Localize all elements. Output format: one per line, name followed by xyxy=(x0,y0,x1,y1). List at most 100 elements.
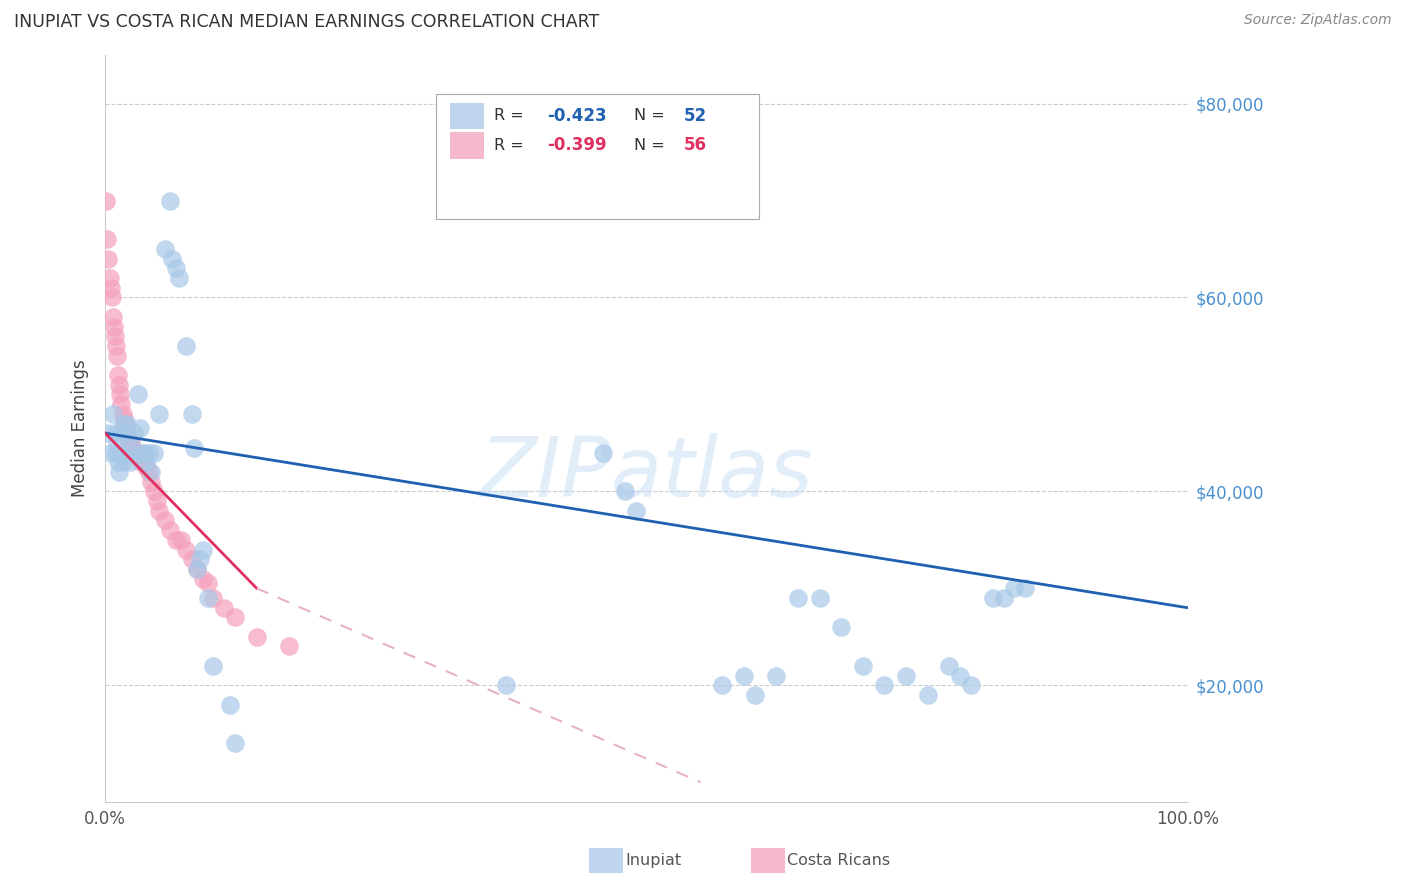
Point xyxy=(107,455,129,469)
Point xyxy=(118,436,141,450)
Point xyxy=(100,291,122,305)
Point xyxy=(186,562,208,576)
Point xyxy=(808,591,831,605)
Point xyxy=(97,426,120,441)
Point xyxy=(830,620,852,634)
Point xyxy=(103,319,125,334)
Point xyxy=(105,349,128,363)
Text: -0.423: -0.423 xyxy=(547,107,606,125)
Point xyxy=(202,591,225,605)
Text: R =: R = xyxy=(494,109,529,123)
Point xyxy=(495,678,517,692)
Point xyxy=(142,445,165,459)
Text: 56: 56 xyxy=(683,136,706,154)
Text: Inupiat: Inupiat xyxy=(626,854,682,868)
Point xyxy=(124,445,146,459)
Point xyxy=(115,417,138,431)
Point xyxy=(110,387,132,401)
Point xyxy=(122,445,145,459)
Point xyxy=(139,465,162,479)
Point xyxy=(101,407,124,421)
Point xyxy=(100,445,122,459)
Point xyxy=(197,591,219,605)
Point xyxy=(170,533,193,547)
Point xyxy=(159,194,181,208)
Point xyxy=(101,310,124,324)
Point xyxy=(180,407,202,421)
Point xyxy=(127,450,149,465)
Point xyxy=(938,659,960,673)
Point xyxy=(917,688,939,702)
Point xyxy=(105,445,128,459)
Point xyxy=(148,504,170,518)
Point xyxy=(186,562,208,576)
Point xyxy=(138,465,160,479)
Point xyxy=(190,552,212,566)
Point xyxy=(613,484,636,499)
Point xyxy=(165,533,187,547)
Point xyxy=(120,436,142,450)
Point xyxy=(960,678,983,692)
Point xyxy=(131,455,153,469)
Point xyxy=(104,329,127,343)
Text: -0.399: -0.399 xyxy=(547,136,606,154)
Point xyxy=(1002,582,1025,596)
Point xyxy=(146,494,169,508)
Point xyxy=(165,261,187,276)
Point xyxy=(894,668,917,682)
Point xyxy=(117,431,139,445)
Point xyxy=(132,445,155,459)
Point xyxy=(733,668,755,682)
Point xyxy=(110,426,132,441)
Point xyxy=(218,698,240,712)
Point xyxy=(111,407,134,421)
Point xyxy=(167,271,190,285)
Point xyxy=(127,387,149,401)
Text: Costa Ricans: Costa Ricans xyxy=(787,854,890,868)
Point xyxy=(786,591,808,605)
Point xyxy=(139,475,162,489)
Point xyxy=(125,445,148,459)
Point xyxy=(134,445,156,459)
Point xyxy=(97,252,120,266)
Point xyxy=(124,426,146,441)
Point xyxy=(183,441,205,455)
Point xyxy=(134,455,156,469)
Point xyxy=(135,460,157,475)
Point xyxy=(224,736,246,750)
Point xyxy=(129,455,152,469)
Text: ZIPatlas: ZIPatlas xyxy=(479,433,813,514)
Point xyxy=(105,436,128,450)
Point xyxy=(180,552,202,566)
Point xyxy=(138,445,160,459)
Point xyxy=(128,445,150,459)
Point xyxy=(118,445,141,459)
Point xyxy=(110,397,132,411)
Point xyxy=(176,542,198,557)
Point xyxy=(120,436,142,450)
Point xyxy=(202,659,225,673)
Point xyxy=(162,252,184,266)
Point xyxy=(120,455,142,469)
Point xyxy=(121,441,143,455)
Point xyxy=(191,572,214,586)
Point xyxy=(214,600,236,615)
Point xyxy=(114,421,136,435)
Text: N =: N = xyxy=(634,137,671,153)
Point xyxy=(112,411,135,425)
Point xyxy=(153,513,176,527)
Point xyxy=(98,271,121,285)
Point xyxy=(124,445,146,459)
Point xyxy=(108,377,131,392)
Point xyxy=(711,678,734,692)
Point xyxy=(104,426,127,441)
Point xyxy=(191,542,214,557)
Point xyxy=(765,668,787,682)
Point xyxy=(159,523,181,537)
Point xyxy=(135,455,157,469)
Point xyxy=(993,591,1015,605)
Point xyxy=(142,484,165,499)
Text: INUPIAT VS COSTA RICAN MEDIAN EARNINGS CORRELATION CHART: INUPIAT VS COSTA RICAN MEDIAN EARNINGS C… xyxy=(14,13,599,31)
Point xyxy=(108,465,131,479)
Point xyxy=(96,232,118,246)
